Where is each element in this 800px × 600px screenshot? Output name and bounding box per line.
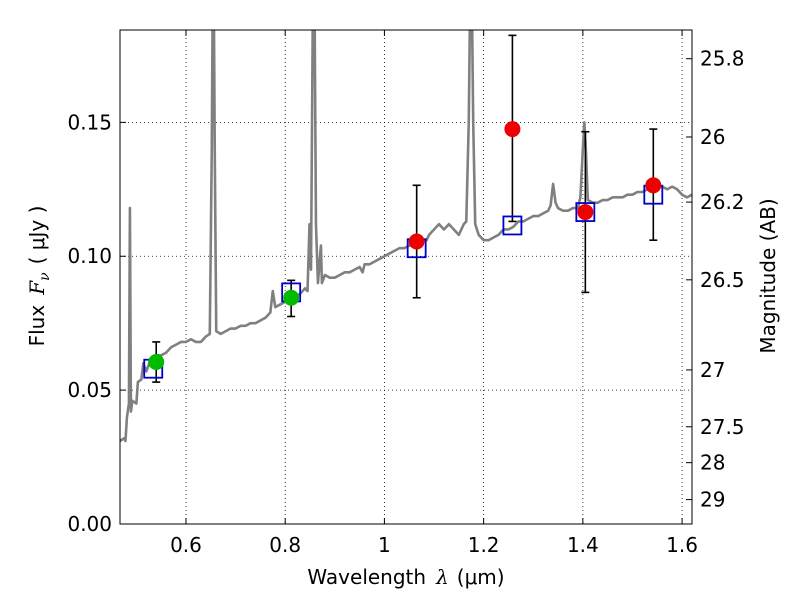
observed_nir-point (504, 121, 521, 138)
x-tick-label: 0.6 (170, 533, 202, 557)
x-tick-label: 0.8 (269, 533, 301, 557)
y2-tick-label: 25.8 (700, 47, 745, 71)
axis-ticks (120, 30, 692, 525)
y-tick-label: 0.10 (67, 244, 112, 268)
observed_optical-point (148, 354, 165, 371)
y-tick-label: 0.05 (67, 378, 112, 402)
y2-tick-label: 26.2 (700, 190, 745, 214)
observed_optical-point (283, 289, 300, 306)
spectrum-series (120, 30, 692, 443)
x-axis-title: Wavelength λ (μm) (307, 565, 504, 589)
observed_nir-point (577, 204, 594, 221)
x-tick-label: 1.6 (666, 533, 698, 557)
y2-tick-label: 27 (700, 358, 725, 382)
y-tick-label: 0.15 (67, 110, 112, 134)
y2-axis-title: Magnitude (AB) (756, 198, 780, 353)
y2-tick-label: 29 (700, 488, 725, 512)
y2-tick-label: 26 (700, 125, 725, 149)
y-tick-label: 0.00 (67, 512, 112, 536)
data-markers (143, 121, 664, 379)
y-axis-title: FluxFν( μJy ) (25, 206, 53, 347)
x-tick-label: 1.4 (567, 533, 599, 557)
model-square-marker (575, 202, 596, 222)
x-tick-label: 1.2 (468, 533, 500, 557)
model-square-marker (502, 215, 523, 236)
y2-tick-label: 26.5 (700, 268, 745, 292)
observed_nir-point (408, 233, 425, 250)
tick-labels: 0.6 0.8 1 1.2 1.4 1.6 0.00 0.05 0.10 0.15 25.8 26 26… (67, 47, 744, 557)
observed_nir-point (645, 177, 662, 194)
spectrum-line (120, 30, 692, 443)
plot-frame (119, 29, 693, 525)
x-tick-label: 1 (378, 533, 391, 557)
grid-lines (120, 30, 692, 525)
y2-tick-label: 27.5 (700, 415, 745, 439)
y2-tick-label: 28 (700, 451, 725, 475)
